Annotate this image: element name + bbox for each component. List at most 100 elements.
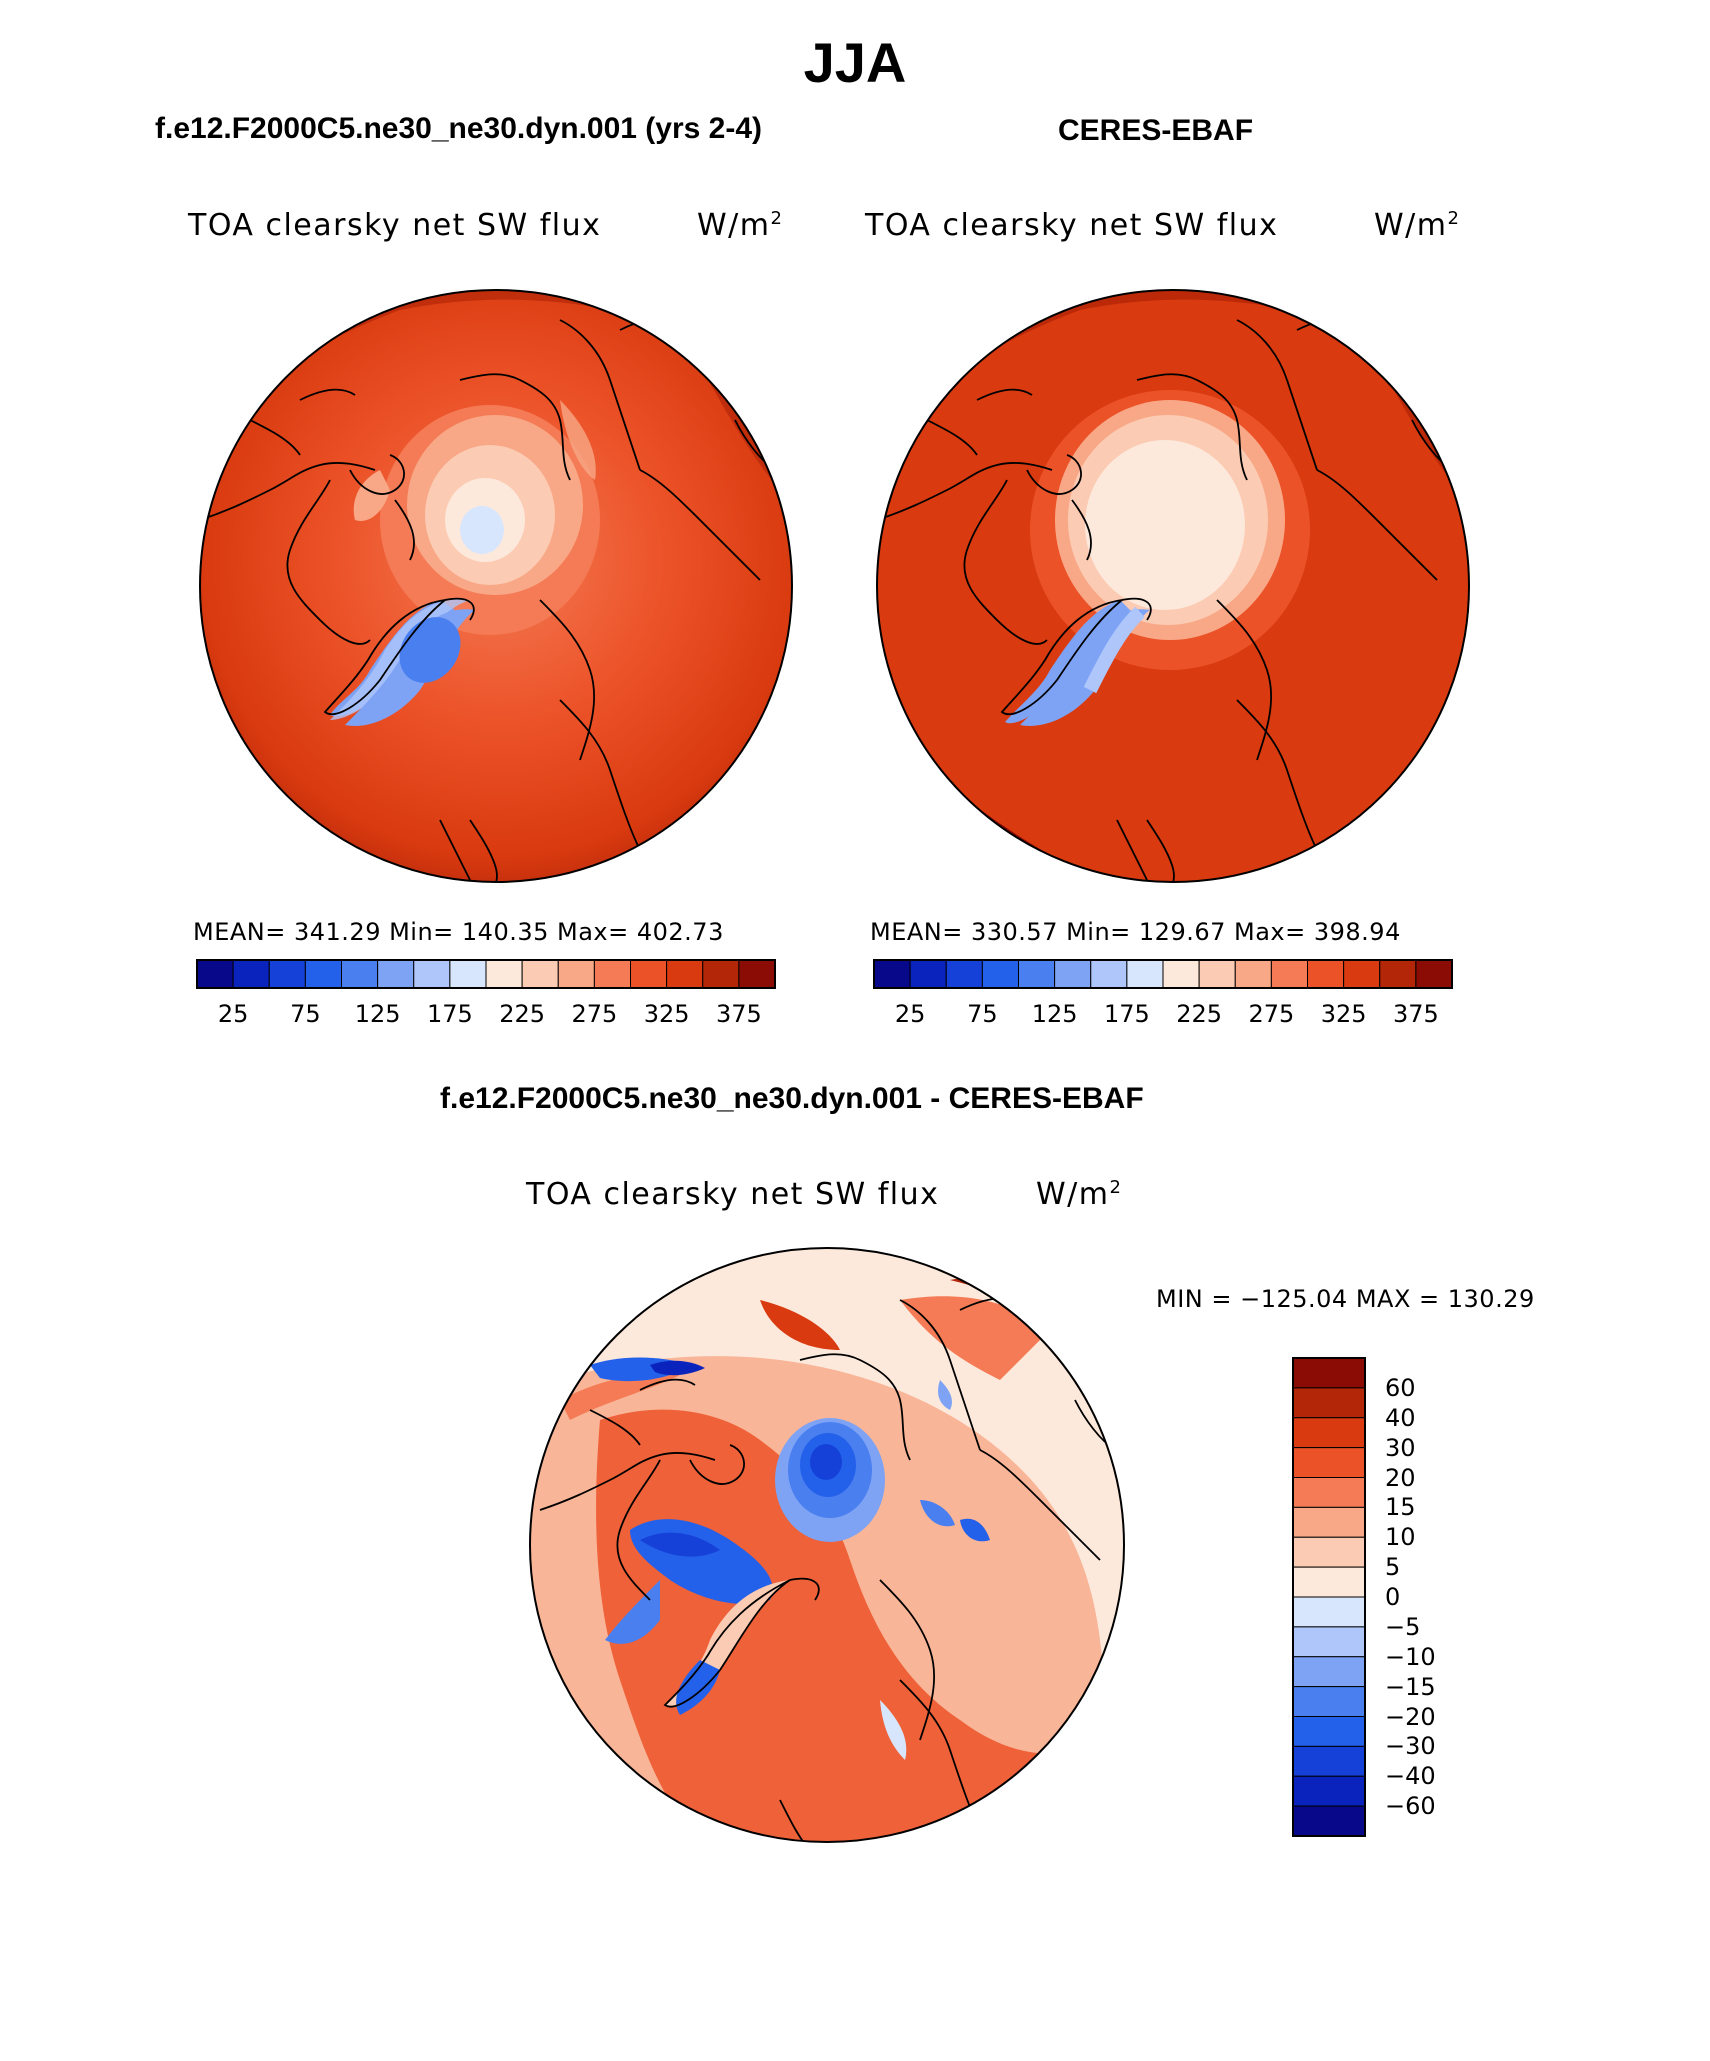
diff-units-label: W/m2 <box>1036 1177 1123 1212</box>
diff-variable-label: TOA clearsky net SW flux <box>526 1177 940 1212</box>
obs-colorbar-swatch <box>873 959 911 989</box>
model-units-label: W/m2 <box>697 208 784 243</box>
obs-colorbar-swatch <box>1415 959 1453 989</box>
diff-colorbar-swatch <box>1292 1477 1366 1508</box>
model-colorbar-swatch <box>232 959 270 989</box>
obs-colorbar-tick-label: 225 <box>1176 1000 1223 1028</box>
model-colorbar-tick-label: 125 <box>354 1000 401 1028</box>
season-title: JJA <box>803 31 907 94</box>
model-colorbar-tick-label: 225 <box>499 1000 546 1028</box>
model-colorbar-swatch <box>196 959 234 989</box>
diff-colorbar-tick-label: −20 <box>1385 1702 1436 1731</box>
model-colorbar-tick-label: 325 <box>643 1000 690 1028</box>
diff-colorbar-tick-label: −60 <box>1385 1792 1436 1821</box>
model-title: f.e12.F2000C5.ne30_ne30.dyn.001 (yrs 2-4… <box>155 112 763 145</box>
model-colorbar-swatch <box>666 959 704 989</box>
model-colorbar-swatch <box>377 959 415 989</box>
model-colorbar-tick-label: 75 <box>290 1000 321 1028</box>
diff-stats: MIN = −125.04 MAX = 130.29 <box>1156 1285 1535 1313</box>
diff-colorbar-swatch <box>1292 1447 1366 1478</box>
obs-title: CERES-EBAF <box>1058 114 1254 147</box>
diff-colorbar-swatch <box>1292 1506 1366 1538</box>
model-colorbar-swatch <box>738 959 776 989</box>
model-colorbar-swatch <box>304 959 342 989</box>
obs-variable-label: TOA clearsky net SW flux <box>865 208 1279 243</box>
obs-colorbar-swatch <box>1198 959 1236 989</box>
obs-colorbar-tick-label: 175 <box>1103 1000 1150 1028</box>
diff-colorbar-tick-label: 60 <box>1385 1373 1416 1402</box>
obs-colorbar-swatch <box>981 959 1019 989</box>
diff-colorbar-frame <box>1292 1357 1366 1837</box>
obs-colorbar-tick-label: 25 <box>894 1000 926 1028</box>
model-colorbar-tick-label: 275 <box>571 1000 618 1028</box>
model-colorbar-frame <box>196 959 776 989</box>
obs-colorbar-swatch <box>1234 959 1272 989</box>
diff-colorbar-swatch <box>1292 1596 1366 1628</box>
model-colorbar-swatch <box>413 959 451 989</box>
obs-colorbar-swatch <box>909 959 947 989</box>
obs-colorbar-tick-label: 75 <box>967 1000 998 1028</box>
model-colorbar-swatch <box>341 959 379 989</box>
diff-colorbar-swatch <box>1292 1716 1366 1747</box>
diff-colorbar-swatch <box>1292 1686 1366 1717</box>
obs-colorbar-tick-label: 275 <box>1248 1000 1295 1028</box>
model-colorbar <box>196 959 776 989</box>
obs-colorbar-swatch <box>945 959 983 989</box>
model-colorbar-tick-label: 375 <box>715 1000 762 1028</box>
diff-colorbar-swatch <box>1292 1417 1366 1449</box>
obs-colorbar-frame <box>873 959 1453 989</box>
diff-colorbar-tick-label: −40 <box>1385 1762 1436 1791</box>
model-colorbar-swatch <box>630 959 668 989</box>
obs-stats: MEAN= 330.57 Min= 129.67 Max= 398.94 <box>870 918 1401 946</box>
obs-colorbar-tick-label: 325 <box>1320 1000 1367 1028</box>
obs-polar-map <box>876 289 1470 883</box>
model-colorbar-swatch <box>557 959 595 989</box>
diff-colorbar-tick-label: 5 <box>1385 1553 1401 1582</box>
diff-colorbar-swatch <box>1292 1566 1366 1598</box>
diff-polar-map <box>529 1247 1125 1843</box>
diff-colorbar-swatch <box>1292 1536 1366 1568</box>
model-colorbar-swatch <box>702 959 740 989</box>
diff-colorbar-swatch <box>1292 1387 1366 1419</box>
model-colorbar-swatch <box>485 959 523 989</box>
obs-colorbar-swatch <box>1307 959 1345 989</box>
obs-colorbar-swatch <box>1018 959 1056 989</box>
diff-colorbar <box>1292 1357 1366 1837</box>
diff-colorbar-tick-label: −5 <box>1385 1612 1421 1641</box>
model-colorbar-tick-label: 25 <box>217 1000 249 1028</box>
model-colorbar-swatch <box>521 959 559 989</box>
obs-colorbar-tick-label: 375 <box>1392 1000 1439 1028</box>
obs-colorbar <box>873 959 1453 989</box>
model-colorbar-tick-label: 175 <box>426 1000 473 1028</box>
diff-colorbar-swatch <box>1292 1805 1366 1837</box>
diff-colorbar-swatch <box>1292 1626 1366 1658</box>
diff-colorbar-swatch <box>1292 1357 1366 1389</box>
obs-colorbar-swatch <box>1379 959 1417 989</box>
model-variable-label: TOA clearsky net SW flux <box>188 208 602 243</box>
obs-colorbar-swatch <box>1270 959 1308 989</box>
diff-colorbar-tick-label: −10 <box>1385 1642 1436 1671</box>
diff-colorbar-tick-label: 40 <box>1385 1403 1416 1432</box>
diff-colorbar-tick-label: 20 <box>1385 1463 1416 1492</box>
model-stats: MEAN= 341.29 Min= 140.35 Max= 402.73 <box>193 918 724 946</box>
diff-colorbar-tick-label: 15 <box>1385 1493 1416 1522</box>
diff-colorbar-tick-label: 10 <box>1385 1523 1416 1552</box>
diff-colorbar-tick-label: 30 <box>1385 1433 1416 1462</box>
obs-colorbar-swatch <box>1162 959 1200 989</box>
obs-colorbar-tick-label: 125 <box>1031 1000 1078 1028</box>
obs-colorbar-swatch <box>1054 959 1092 989</box>
diff-colorbar-swatch <box>1292 1745 1366 1777</box>
model-colorbar-swatch <box>268 959 306 989</box>
obs-colorbar-swatch <box>1343 959 1381 989</box>
diff-colorbar-tick-label: −30 <box>1385 1732 1436 1761</box>
diff-colorbar-tick-label: −15 <box>1385 1672 1436 1701</box>
diff-title: f.e12.F2000C5.ne30_ne30.dyn.001 - CERES-… <box>440 1082 1144 1115</box>
obs-colorbar-swatch <box>1090 959 1128 989</box>
diff-colorbar-swatch <box>1292 1775 1366 1807</box>
model-colorbar-swatch <box>449 959 487 989</box>
diff-colorbar-swatch <box>1292 1656 1366 1688</box>
obs-colorbar-swatch <box>1126 959 1164 989</box>
diff-colorbar-tick-label: 0 <box>1385 1583 1401 1611</box>
obs-units-label: W/m2 <box>1374 208 1461 243</box>
